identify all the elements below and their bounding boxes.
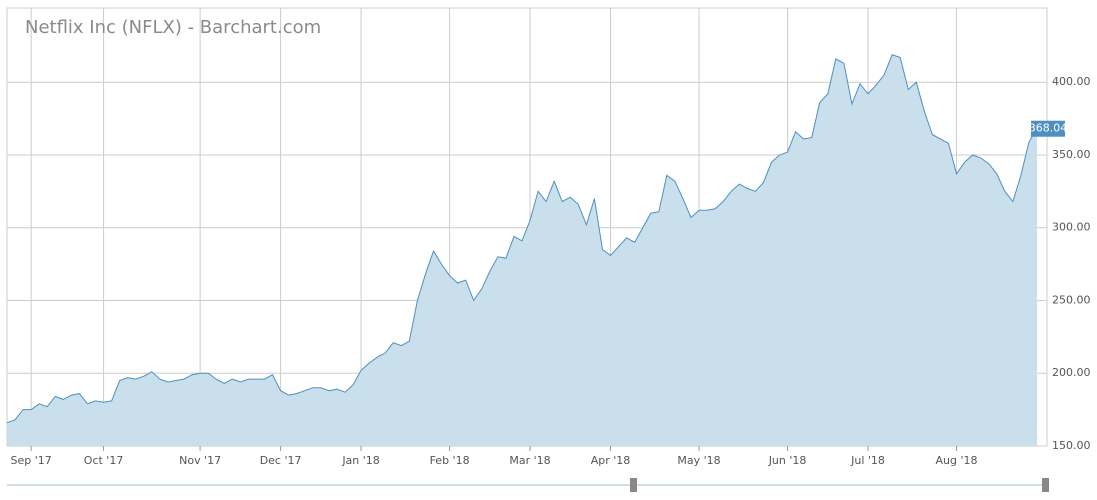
x-tick-label: Jun '18 <box>768 454 807 467</box>
plot <box>6 53 1038 446</box>
y-tick-label: 150.00 <box>1052 439 1091 452</box>
scroll-handle-left[interactable] <box>630 478 637 492</box>
x-tick-label: Nov '17 <box>179 454 221 467</box>
line <box>6 53 1038 424</box>
y-tick-label: 400.00 <box>1052 75 1091 88</box>
x-tick-label: Apr '18 <box>591 454 631 467</box>
x-tick-label: Jan '18 <box>341 454 379 467</box>
x-tick-label: Mar '18 <box>509 454 550 467</box>
y-tick-label: 300.00 <box>1052 221 1091 234</box>
y-tick-label: 250.00 <box>1052 293 1091 306</box>
last-price-badge <box>1031 120 1065 137</box>
x-tick-label: Feb '18 <box>430 454 470 467</box>
scroll-handle-right[interactable] <box>1042 478 1049 492</box>
last-price-label: 368.04 <box>1029 122 1068 135</box>
chart-title: Netflix Inc (NFLX) - Barchart.com <box>25 17 321 38</box>
y-tick-label: 200.00 <box>1052 366 1091 379</box>
x-tick-label: Aug '18 <box>936 454 978 467</box>
x-tick-label: Oct '17 <box>84 454 124 467</box>
x-tick-label: Dec '17 <box>260 454 302 467</box>
x-tick-label: Sep '17 <box>11 454 52 467</box>
area <box>7 54 1037 446</box>
y-tick-label: 350.00 <box>1052 148 1091 161</box>
x-tick-label: May '18 <box>677 454 720 467</box>
x-tick-label: Jul '18 <box>850 454 885 467</box>
